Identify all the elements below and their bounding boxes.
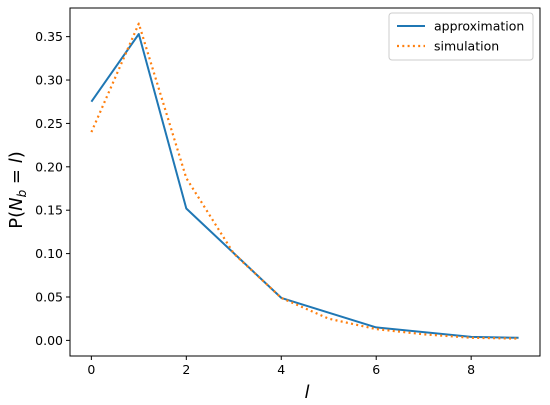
series-line-approximation <box>90 33 519 339</box>
x-tick-label: 6 <box>372 362 380 377</box>
legend: approximation simulation <box>388 12 534 61</box>
x-tick-label: 4 <box>277 362 285 377</box>
y-axis: 0.00 0.05 0.10 0.15 0.20 0.25 0.30 0.35 <box>35 29 70 348</box>
x-axis-label: l <box>304 382 309 403</box>
y-tick-label: 0.00 <box>35 333 63 348</box>
y-tick-label: 0.35 <box>35 29 63 44</box>
y-tick-label: 0.30 <box>35 73 63 88</box>
plot-area <box>69 7 541 357</box>
y-tick-label: 0.15 <box>35 203 63 218</box>
legend-box <box>388 12 534 61</box>
y-tick-label: 0.10 <box>35 246 63 261</box>
x-tick-label: 2 <box>182 362 190 377</box>
series-layer <box>90 22 519 340</box>
legend-label-simulation: simulation <box>434 39 499 54</box>
y-tick-label: 0.20 <box>35 159 63 174</box>
y-axis-label: P(Nb = l) <box>6 151 29 229</box>
y-tick-label: 0.05 <box>35 289 63 304</box>
plot-border <box>69 7 541 357</box>
x-tick-label: 8 <box>467 362 475 377</box>
y-tick-label: 0.25 <box>35 116 63 131</box>
x-tick-label: 0 <box>87 362 95 377</box>
legend-label-approximation: approximation <box>434 19 524 34</box>
x-axis: 0 2 4 6 8 <box>87 356 475 377</box>
series-line-simulation <box>90 22 519 340</box>
